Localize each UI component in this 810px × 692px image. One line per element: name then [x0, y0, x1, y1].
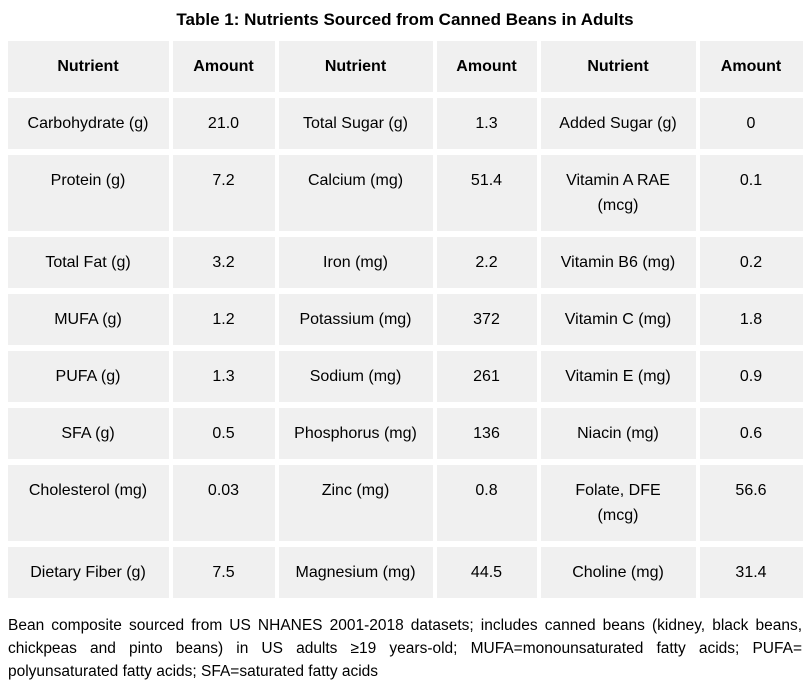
table-row: MUFA (g) 1.2 Potassium (mg) 372 Vitamin …	[7, 294, 803, 345]
nutrient-cell: Vitamin C (mg)	[540, 294, 696, 345]
amount-cell: 1.3	[436, 98, 537, 149]
nutrient-cell: SFA (g)	[7, 408, 169, 459]
header-cell-nutrient: Nutrient	[540, 41, 696, 92]
amount-cell: 0.2	[699, 237, 803, 288]
header-cell-amount: Amount	[436, 41, 537, 92]
nutrient-cell: PUFA (g)	[7, 351, 169, 402]
table-row: Carbohydrate (g) 21.0 Total Sugar (g) 1.…	[7, 98, 803, 149]
nutrient-cell: Total Sugar (g)	[278, 98, 433, 149]
table-title: Table 1: Nutrients Sourced from Canned B…	[176, 10, 634, 29]
amount-cell: 44.5	[436, 547, 537, 598]
amount-cell: 56.6	[699, 465, 803, 541]
amount-cell: 2.2	[436, 237, 537, 288]
header-cell-nutrient: Nutrient	[7, 41, 169, 92]
amount-cell: 51.4	[436, 155, 537, 231]
header-cell-amount: Amount	[699, 41, 803, 92]
amount-cell: 0.6	[699, 408, 803, 459]
nutrient-cell: Dietary Fiber (g)	[7, 547, 169, 598]
amount-cell: 136	[436, 408, 537, 459]
amount-cell: 7.2	[172, 155, 275, 231]
nutrient-cell: Zinc (mg)	[278, 465, 433, 541]
table-row: SFA (g) 0.5 Phosphorus (mg) 136 Niacin (…	[7, 408, 803, 459]
header-cell-nutrient: Nutrient	[278, 41, 433, 92]
amount-cell: 31.4	[699, 547, 803, 598]
amount-cell: 0.9	[699, 351, 803, 402]
nutrient-cell: Iron (mg)	[278, 237, 433, 288]
amount-cell: 261	[436, 351, 537, 402]
nutrient-cell: Sodium (mg)	[278, 351, 433, 402]
header-row: Nutrient Amount Nutrient Amount Nutrient…	[7, 41, 803, 92]
table-row: PUFA (g) 1.3 Sodium (mg) 261 Vitamin E (…	[7, 351, 803, 402]
amount-cell: 3.2	[172, 237, 275, 288]
amount-cell: 1.2	[172, 294, 275, 345]
amount-cell: 0	[699, 98, 803, 149]
nutrient-cell: Vitamin B6 (mg)	[540, 237, 696, 288]
table-footnote: Bean composite sourced from US NHANES 20…	[8, 617, 802, 680]
table-row: Total Fat (g) 3.2 Iron (mg) 2.2 Vitamin …	[7, 237, 803, 288]
nutrient-cell: Total Fat (g)	[7, 237, 169, 288]
table-row: Cholesterol (mg) 0.03 Zinc (mg) 0.8 Fola…	[7, 465, 803, 541]
nutrient-cell: Carbohydrate (g)	[7, 98, 169, 149]
amount-cell: 21.0	[172, 98, 275, 149]
nutrient-cell: MUFA (g)	[7, 294, 169, 345]
nutrient-cell: Potassium (mg)	[278, 294, 433, 345]
nutrient-cell: Calcium (mg)	[278, 155, 433, 231]
nutrient-cell: Phosphorus (mg)	[278, 408, 433, 459]
nutrients-table: Nutrient Amount Nutrient Amount Nutrient…	[4, 35, 807, 604]
nutrient-cell: Niacin (mg)	[540, 408, 696, 459]
nutrient-cell: Protein (g)	[7, 155, 169, 231]
document-page: Table 1: Nutrients Sourced from Canned B…	[0, 9, 810, 683]
nutrient-cell: Vitamin E (mg)	[540, 351, 696, 402]
nutrient-cell: Added Sugar (g)	[540, 98, 696, 149]
table-row: Protein (g) 7.2 Calcium (mg) 51.4 Vitami…	[7, 155, 803, 231]
amount-cell: 0.5	[172, 408, 275, 459]
amount-cell: 1.8	[699, 294, 803, 345]
amount-cell: 372	[436, 294, 537, 345]
amount-cell: 0.1	[699, 155, 803, 231]
amount-cell: 1.3	[172, 351, 275, 402]
nutrient-cell: Folate, DFE (mcg)	[540, 465, 696, 541]
nutrient-cell: Magnesium (mg)	[278, 547, 433, 598]
amount-cell: 0.03	[172, 465, 275, 541]
table-row: Dietary Fiber (g) 7.5 Magnesium (mg) 44.…	[7, 547, 803, 598]
nutrient-cell: Cholesterol (mg)	[7, 465, 169, 541]
amount-cell: 7.5	[172, 547, 275, 598]
amount-cell: 0.8	[436, 465, 537, 541]
nutrient-cell: Choline (mg)	[540, 547, 696, 598]
header-cell-amount: Amount	[172, 41, 275, 92]
nutrient-cell: Vitamin A RAE (mcg)	[540, 155, 696, 231]
